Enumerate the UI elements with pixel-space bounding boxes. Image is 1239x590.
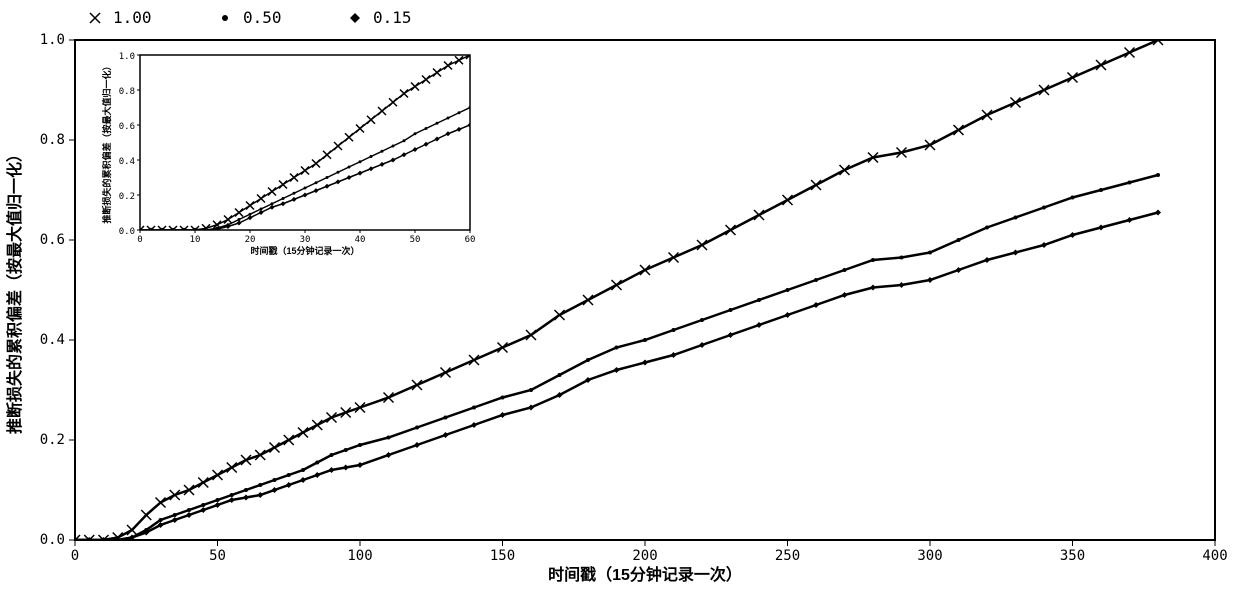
inset-ytick-label: 0.0 xyxy=(119,227,135,237)
chart-container: 1.000.500.150501001502002503003504000.00… xyxy=(0,0,1239,590)
legend-item-label: 0.15 xyxy=(373,8,412,27)
main-ytick-label: 0.4 xyxy=(40,332,65,348)
main-ytick-label: 0.2 xyxy=(40,432,65,448)
inset-xtick-label: 20 xyxy=(245,235,256,245)
main-ytick-label: 0.8 xyxy=(40,132,65,148)
inset-ytick-label: 1.0 xyxy=(119,52,135,62)
main-xtick-label: 400 xyxy=(1202,548,1227,564)
main-xlabel: 时间戳（15分钟记录一次） xyxy=(548,565,742,584)
legend: 1.00 0.50 0.15 xyxy=(90,8,412,27)
main-ytick-label: 1.0 xyxy=(40,32,65,48)
inset-ytick-label: 0.4 xyxy=(119,157,135,167)
main-ytick-label: 0.0 xyxy=(40,532,65,548)
legend-item-label: 1.00 xyxy=(113,8,152,27)
main-xtick-label: 50 xyxy=(209,548,226,564)
main-xtick-label: 350 xyxy=(1060,548,1085,564)
main-xtick-label: 200 xyxy=(632,548,657,564)
main-xtick-label: 100 xyxy=(347,548,372,564)
inset-xtick-label: 30 xyxy=(300,235,311,245)
main-ylabel: 推断损失的累积偏差（按最大值归一化） xyxy=(5,146,24,434)
main-chart-svg: 1.000.500.150501001502002503003504000.00… xyxy=(0,0,1239,590)
inset-xtick-label: 10 xyxy=(190,235,201,245)
inset-xtick-label: 0 xyxy=(137,235,142,245)
inset-ylabel: 推断损失的累积偏差（按最大值归一化） xyxy=(101,61,112,223)
inset-ytick-label: 0.2 xyxy=(119,192,135,202)
inset-xtick-label: 40 xyxy=(355,235,366,245)
main-xtick-label: 0 xyxy=(71,548,79,564)
main-xtick-label: 250 xyxy=(775,548,800,564)
inset-xlabel: 时间戳（15分钟记录一次） xyxy=(250,245,359,256)
main-xtick-label: 300 xyxy=(917,548,942,564)
inset-xtick-label: 50 xyxy=(410,235,421,245)
inset-ytick-label: 0.6 xyxy=(119,122,135,132)
main-ytick-label: 0.6 xyxy=(40,232,65,248)
main-xtick-label: 150 xyxy=(490,548,515,564)
inset-ytick-label: 0.8 xyxy=(119,87,135,97)
inset-xtick-label: 60 xyxy=(465,235,476,245)
legend-item-label: 0.50 xyxy=(243,8,282,27)
